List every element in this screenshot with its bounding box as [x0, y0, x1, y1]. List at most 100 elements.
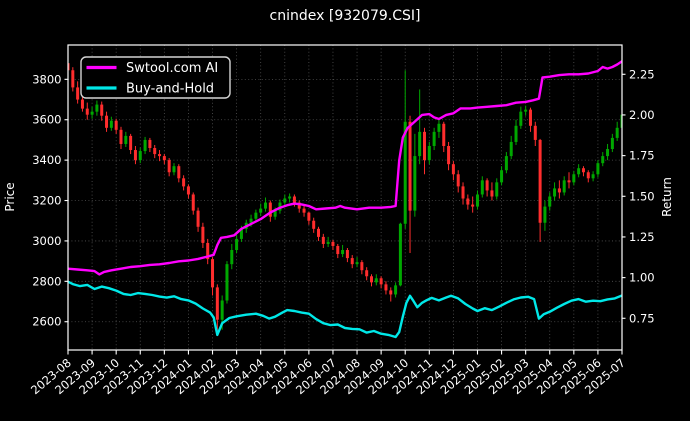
return-tick-label: 2.25 [629, 67, 655, 81]
candlestick [235, 238, 239, 251]
candlestick [225, 264, 229, 301]
candlestick [172, 166, 176, 173]
candlestick [302, 208, 306, 213]
return-tick-label: 1.00 [629, 271, 655, 285]
candlestick [610, 137, 614, 150]
candlestick [326, 241, 330, 244]
candlestick [268, 202, 272, 217]
candlestick [288, 196, 292, 199]
candlestick [586, 172, 590, 179]
price-tick-label: 3400 [32, 153, 61, 167]
candlestick [461, 186, 465, 199]
candlestick [148, 139, 152, 149]
candlestick [239, 228, 243, 239]
candlestick [307, 212, 311, 221]
candlestick [471, 204, 475, 207]
candlestick [500, 170, 504, 183]
candlestick [567, 180, 571, 183]
candlestick [379, 278, 383, 285]
candlestick [620, 114, 622, 128]
candlestick [119, 129, 123, 144]
candlestick [249, 218, 253, 223]
candlestick [336, 245, 340, 255]
candlestick [68, 63, 70, 71]
candlestick [528, 109, 532, 126]
return-tick-label: 2.00 [629, 108, 655, 122]
candlestick [143, 139, 147, 152]
price-axis-label: Price [3, 182, 17, 211]
candlestick [413, 156, 417, 211]
candlestick [596, 163, 600, 175]
candlestick [105, 115, 109, 128]
candlestick [601, 156, 605, 164]
candlestick [606, 149, 610, 157]
candlestick [350, 258, 354, 265]
candlestick [519, 111, 523, 126]
candlestick [384, 284, 388, 291]
candlestick [153, 148, 157, 155]
legend-box [80, 56, 231, 99]
candlestick [562, 180, 566, 193]
candlestick [466, 198, 470, 205]
candlestick [177, 166, 181, 179]
candlestick [456, 174, 460, 187]
candlestick [495, 182, 499, 197]
candlestick [572, 174, 576, 183]
price-tick-label: 2600 [32, 315, 61, 329]
candlestick [124, 135, 128, 144]
candlestick [283, 198, 287, 203]
candlestick [182, 178, 186, 187]
buyhold-return-line [68, 280, 622, 339]
candlestick [186, 186, 190, 195]
candlestick [90, 111, 94, 115]
candlestick [220, 300, 224, 320]
candlestick [374, 278, 378, 283]
candlestick [317, 228, 321, 237]
candlestick [504, 156, 508, 171]
candlestick [254, 212, 258, 219]
candlestick [432, 131, 436, 146]
candlestick [451, 164, 455, 175]
axis-spine [67, 44, 623, 351]
candlestick [548, 196, 552, 207]
candlestick [509, 141, 513, 157]
legend-label-buyhold: Buy-and-Hold [126, 82, 214, 97]
candlestick [369, 276, 373, 283]
candlestick [259, 208, 263, 213]
return-tick-label: 1.25 [629, 230, 655, 244]
candlestick [615, 127, 619, 138]
candlestick [273, 210, 277, 217]
candlestick [341, 250, 345, 255]
candlestick [360, 262, 364, 271]
candlestick [418, 131, 422, 157]
candlestick [162, 156, 166, 161]
candlestick [230, 250, 234, 265]
ai-return-line [68, 60, 622, 276]
candlestick [138, 151, 142, 161]
candlestick [215, 287, 219, 320]
candlestick [133, 150, 137, 161]
candlestick [577, 168, 581, 175]
candlestick [403, 121, 407, 224]
candlestick [355, 262, 359, 265]
price-tick-label: 3200 [32, 194, 61, 208]
return-axis-label: Return [660, 177, 674, 217]
candlestick [427, 145, 431, 161]
candlestick [321, 236, 325, 244]
candlestick [365, 270, 369, 277]
line-series [68, 60, 622, 339]
candlestick-series [68, 60, 622, 333]
candlestick [76, 87, 80, 100]
return-tick-label: 1.50 [629, 189, 655, 203]
candlestick [591, 174, 595, 179]
candlestick [85, 108, 89, 115]
candlestick [514, 125, 518, 142]
candlestick [297, 202, 301, 209]
candlestick [480, 180, 484, 195]
legend: Swtool.com AI Buy-and-Hold [80, 56, 231, 99]
price-tick-label: 3800 [32, 72, 61, 86]
candlestick [292, 196, 296, 203]
candlestick [71, 70, 75, 88]
candlestick [211, 259, 215, 288]
